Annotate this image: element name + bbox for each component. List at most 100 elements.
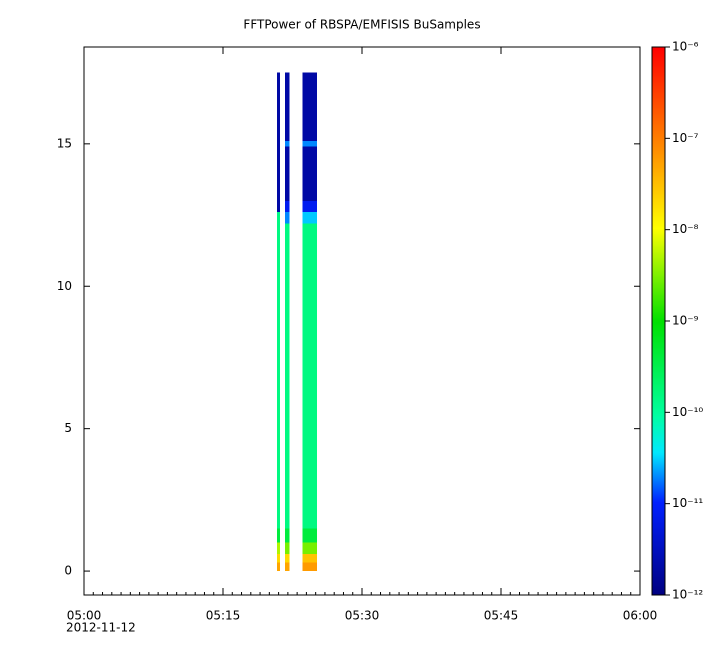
spectrogram-cell <box>284 553 290 563</box>
colorbar-segment <box>652 101 665 104</box>
colorbar-segment <box>652 403 665 406</box>
colorbar-segment <box>652 145 665 148</box>
colorbar-segment <box>652 77 665 80</box>
colorbar-segment <box>652 401 665 404</box>
colorbar-segment <box>652 307 665 310</box>
colorbar-segment <box>652 271 665 274</box>
colorbar-segment <box>652 313 665 316</box>
colorbar-segment <box>652 441 665 444</box>
colorbar-tick-label: 10⁻¹¹ <box>672 496 703 510</box>
colorbar-segment <box>652 353 665 356</box>
colorbar-segment <box>652 91 665 94</box>
colorbar-segment <box>652 137 665 140</box>
colorbar-segment <box>652 89 665 92</box>
colorbar-segment <box>652 247 665 250</box>
colorbar-segment <box>652 499 665 502</box>
colorbar-segment <box>652 125 665 128</box>
colorbar-segment <box>652 343 665 346</box>
spectrogram-cell <box>284 200 290 213</box>
spectrogram-cell <box>302 223 318 529</box>
colorbar-segment <box>652 209 665 212</box>
colorbar-segment <box>652 453 665 456</box>
colorbar-segment <box>652 571 665 574</box>
colorbar-segment <box>652 407 665 410</box>
colorbar-segment <box>652 567 665 570</box>
colorbar-segment <box>652 233 665 236</box>
colorbar-segment <box>652 547 665 550</box>
colorbar-segment <box>652 397 665 400</box>
colorbar-segment <box>652 277 665 280</box>
colorbar-segment <box>652 309 665 312</box>
colorbar-segment <box>652 143 665 146</box>
colorbar-segment <box>652 273 665 276</box>
colorbar-tick-label: 10⁻¹⁰ <box>672 405 703 419</box>
colorbar-segment <box>652 371 665 374</box>
colorbar-segment <box>652 97 665 100</box>
colorbar-segment <box>652 445 665 448</box>
colorbar-segment <box>652 583 665 586</box>
colorbar-segment <box>652 561 665 564</box>
colorbar-segment <box>652 533 665 536</box>
colorbar-segment <box>652 269 665 272</box>
colorbar-segment <box>652 419 665 422</box>
y-tick-label: 0 <box>64 564 72 578</box>
colorbar-segment <box>652 197 665 200</box>
colorbar-segment <box>652 79 665 82</box>
colorbar-segment <box>652 551 665 554</box>
colorbar-segment <box>652 105 665 108</box>
colorbar-segment <box>652 51 665 54</box>
colorbar-segment <box>652 251 665 254</box>
colorbar-segment <box>652 237 665 240</box>
colorbar-segment <box>652 99 665 102</box>
colorbar-segment <box>652 515 665 518</box>
colorbar-segment <box>652 501 665 504</box>
colorbar-segment <box>652 523 665 526</box>
colorbar-segment <box>652 385 665 388</box>
x-date-label: 2012-11-12 <box>66 621 136 635</box>
colorbar-segment <box>652 475 665 478</box>
colorbar-segment <box>652 563 665 566</box>
colorbar-segment <box>652 379 665 382</box>
spectrogram-cell <box>277 542 281 554</box>
colorbar-segment <box>652 95 665 98</box>
colorbar-segment <box>652 153 665 156</box>
colorbar-segment <box>652 387 665 390</box>
colorbar-segment <box>652 155 665 158</box>
spectrogram-cell <box>302 140 318 147</box>
colorbar-segment <box>652 519 665 522</box>
colorbar-segment <box>652 305 665 308</box>
colorbar-segment <box>652 425 665 428</box>
colorbar-segment <box>652 149 665 152</box>
colorbar-segment <box>652 493 665 496</box>
colorbar-segment <box>652 477 665 480</box>
colorbar-segment <box>652 585 665 588</box>
colorbar-segment <box>652 49 665 52</box>
colorbar-segment <box>652 549 665 552</box>
colorbar-segment <box>652 461 665 464</box>
colorbar-segment <box>652 199 665 202</box>
colorbar-segment <box>652 449 665 452</box>
spectrogram-cell <box>284 562 290 572</box>
colorbar-segment <box>652 581 665 584</box>
colorbar-segment <box>652 81 665 84</box>
colorbar-segment <box>652 219 665 222</box>
colorbar-segment <box>652 375 665 378</box>
colorbar-segment <box>652 287 665 290</box>
colorbar-segment <box>652 361 665 364</box>
colorbar-segment <box>652 179 665 182</box>
colorbar-segment <box>652 469 665 472</box>
colorbar-segment <box>652 451 665 454</box>
colorbar-segment <box>652 487 665 490</box>
colorbar-segment <box>652 241 665 244</box>
colorbar-segment <box>652 569 665 572</box>
spectrogram-cell <box>302 562 318 572</box>
colorbar-segment <box>652 135 665 138</box>
colorbar-segment <box>652 517 665 520</box>
colorbar-segment <box>652 71 665 74</box>
colorbar-segment <box>652 537 665 540</box>
colorbar-segment <box>652 317 665 320</box>
colorbar-segment <box>652 389 665 392</box>
colorbar-segment <box>652 279 665 282</box>
colorbar-segment <box>652 303 665 306</box>
